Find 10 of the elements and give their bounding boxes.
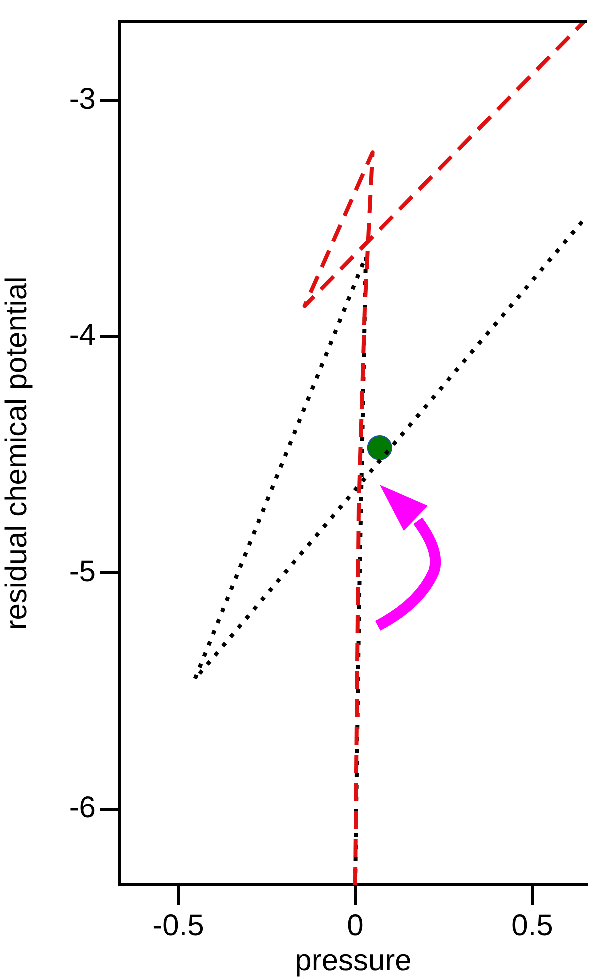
y-axis-title: residual chemical potential	[0, 276, 34, 630]
x-tick-label: 0.5	[512, 909, 554, 942]
x-tick-label: -0.5	[152, 909, 204, 942]
x-axis-title: pressure	[295, 944, 412, 978]
x-tick-label: 0	[347, 909, 364, 942]
y-tick-label: -3	[69, 82, 96, 116]
y-tick-label: -6	[69, 792, 96, 825]
y-tick-label: -5	[69, 555, 96, 588]
y-tick-label: -4	[69, 319, 96, 352]
line-series	[302, 22, 586, 885]
